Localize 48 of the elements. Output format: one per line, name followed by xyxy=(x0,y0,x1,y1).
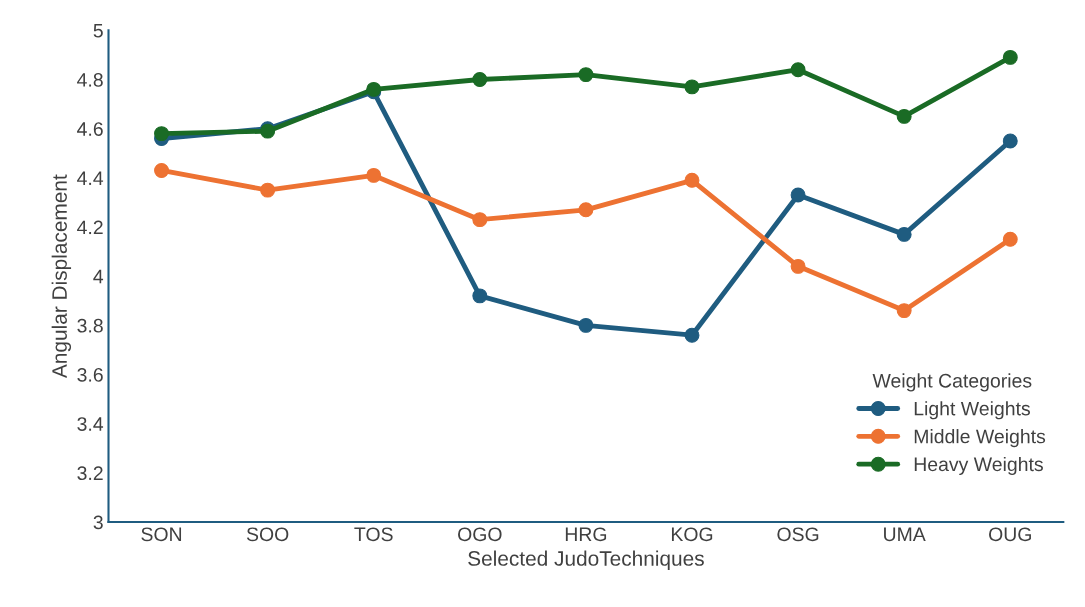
point xyxy=(578,202,594,218)
y-tick-label: 4.6 xyxy=(77,122,103,136)
point xyxy=(684,172,700,188)
legend-label: Light Weights xyxy=(914,401,1030,420)
point xyxy=(896,108,912,124)
x-tick-label: UMA xyxy=(884,527,926,542)
point xyxy=(896,303,912,319)
point xyxy=(684,79,700,95)
point xyxy=(790,62,806,78)
y-tick-label: 4.8 xyxy=(77,72,103,87)
y-tick-label: 3.6 xyxy=(77,367,103,382)
y-tick-label: 4 xyxy=(93,269,104,284)
y-tick-label: 4.2 xyxy=(77,220,103,235)
x-tick-label: OSG xyxy=(777,527,819,542)
point xyxy=(790,258,806,274)
point xyxy=(684,327,700,343)
point xyxy=(578,67,594,83)
y-tick-label: 3.8 xyxy=(77,318,103,333)
point xyxy=(154,126,170,142)
y-tick-label: 5 xyxy=(93,24,103,38)
y-tick-label: 3 xyxy=(93,515,103,530)
legend-title: Weight Categories xyxy=(872,373,1032,392)
point xyxy=(578,317,594,333)
point xyxy=(1002,231,1018,247)
point xyxy=(1002,49,1018,65)
y-axis-title: Angular Displacement xyxy=(51,174,72,379)
x-axis-title: Selected JudoTechniques xyxy=(468,550,704,570)
point xyxy=(472,212,488,228)
legend-label: Heavy Weights xyxy=(914,456,1043,476)
x-tick-label: OGO xyxy=(458,527,502,542)
y-tick-label: 3.4 xyxy=(77,417,104,431)
x-tick-label: SON xyxy=(141,527,182,542)
point xyxy=(154,163,170,178)
x-tick-label: HRG xyxy=(565,527,607,542)
point xyxy=(260,182,276,198)
point xyxy=(472,72,488,87)
x-tick-label: TOS xyxy=(354,527,393,542)
x-tick-label: OUG xyxy=(989,527,1031,542)
point xyxy=(1002,133,1018,149)
y-tick-label: 3.2 xyxy=(77,466,103,481)
legend-label: Middle Weights xyxy=(914,429,1046,448)
x-tick-label: SOO xyxy=(246,527,289,542)
x-tick-label: KOG xyxy=(671,527,713,542)
point xyxy=(896,226,912,242)
point xyxy=(366,167,382,183)
point xyxy=(790,187,806,203)
point xyxy=(472,288,488,304)
y-tick-label: 4.4 xyxy=(77,171,104,185)
